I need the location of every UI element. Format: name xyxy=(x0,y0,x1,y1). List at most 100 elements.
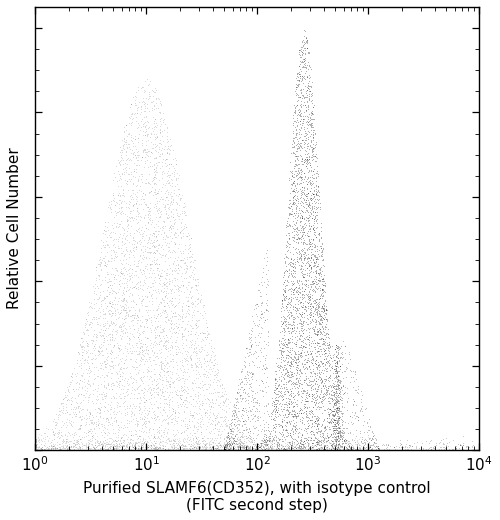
Point xyxy=(38,435,46,443)
Point xyxy=(298,320,306,328)
Point xyxy=(240,389,248,398)
Point xyxy=(298,136,306,145)
Point xyxy=(64,396,72,405)
Point xyxy=(316,360,324,369)
Point xyxy=(256,292,264,300)
Point xyxy=(269,421,277,429)
Point xyxy=(208,441,216,450)
Point xyxy=(324,333,332,341)
Point xyxy=(224,434,232,443)
Point xyxy=(306,308,314,317)
Point xyxy=(152,245,160,254)
Point xyxy=(320,366,328,374)
Point xyxy=(336,378,344,386)
Point xyxy=(188,412,196,421)
Point xyxy=(122,364,130,372)
Point xyxy=(42,428,50,437)
Point xyxy=(288,184,296,192)
Point xyxy=(162,435,170,444)
Point xyxy=(305,333,313,342)
Point xyxy=(364,435,372,443)
Point xyxy=(308,323,316,332)
Point xyxy=(141,122,149,131)
Point xyxy=(334,376,342,384)
Point xyxy=(102,402,110,411)
Point xyxy=(188,395,196,403)
Point xyxy=(300,44,308,53)
Point xyxy=(340,389,348,397)
Point xyxy=(282,406,290,414)
Point xyxy=(132,242,140,251)
Point xyxy=(272,393,280,401)
Point xyxy=(308,419,316,427)
Point xyxy=(83,309,91,318)
Point xyxy=(454,446,462,454)
Point xyxy=(271,395,279,404)
Point xyxy=(312,316,320,324)
Point xyxy=(248,397,256,406)
Point xyxy=(128,273,136,281)
Point xyxy=(296,117,304,125)
Point xyxy=(280,294,288,303)
Point xyxy=(290,225,298,233)
Point xyxy=(321,422,329,431)
Point xyxy=(287,359,295,368)
Point xyxy=(422,437,430,446)
Point xyxy=(234,420,241,428)
Point xyxy=(52,444,60,452)
Point xyxy=(150,248,158,256)
Point xyxy=(282,432,290,440)
Point xyxy=(264,277,272,285)
Point xyxy=(110,248,118,256)
Point xyxy=(103,319,111,327)
Point xyxy=(348,420,356,428)
Point xyxy=(198,346,205,355)
Point xyxy=(168,440,175,448)
Point xyxy=(205,440,213,448)
Point xyxy=(134,349,142,357)
Point xyxy=(136,212,144,220)
Point xyxy=(168,178,176,187)
Point xyxy=(152,443,160,451)
Point xyxy=(301,191,309,200)
Point xyxy=(306,433,314,441)
Point xyxy=(291,412,299,420)
Point xyxy=(293,400,301,408)
Point xyxy=(148,347,156,355)
Point xyxy=(284,310,292,319)
Point xyxy=(236,391,244,399)
Point xyxy=(252,389,260,397)
Point xyxy=(158,358,166,367)
Point xyxy=(94,320,102,328)
Point xyxy=(168,329,176,337)
Point xyxy=(103,413,111,422)
Point xyxy=(405,441,413,449)
Point xyxy=(151,186,159,194)
Point xyxy=(54,446,62,454)
Point xyxy=(257,299,265,307)
Point xyxy=(162,154,170,163)
Point xyxy=(98,331,106,340)
Point xyxy=(150,101,158,110)
Point xyxy=(324,405,332,413)
Point xyxy=(144,179,152,187)
Point xyxy=(334,434,342,442)
Point xyxy=(95,424,103,433)
Point xyxy=(164,435,172,444)
Point xyxy=(172,191,180,200)
Point xyxy=(204,331,212,340)
Point xyxy=(172,176,180,184)
Point xyxy=(98,241,106,249)
Point xyxy=(108,297,116,306)
Point xyxy=(316,373,324,381)
Point xyxy=(440,445,448,453)
Point xyxy=(125,444,133,452)
Point xyxy=(186,445,194,453)
Point xyxy=(348,413,356,421)
Point xyxy=(104,226,112,234)
Point xyxy=(114,237,122,245)
Point xyxy=(167,225,175,233)
Point xyxy=(120,321,128,330)
Point xyxy=(142,443,150,451)
Point xyxy=(60,444,68,452)
